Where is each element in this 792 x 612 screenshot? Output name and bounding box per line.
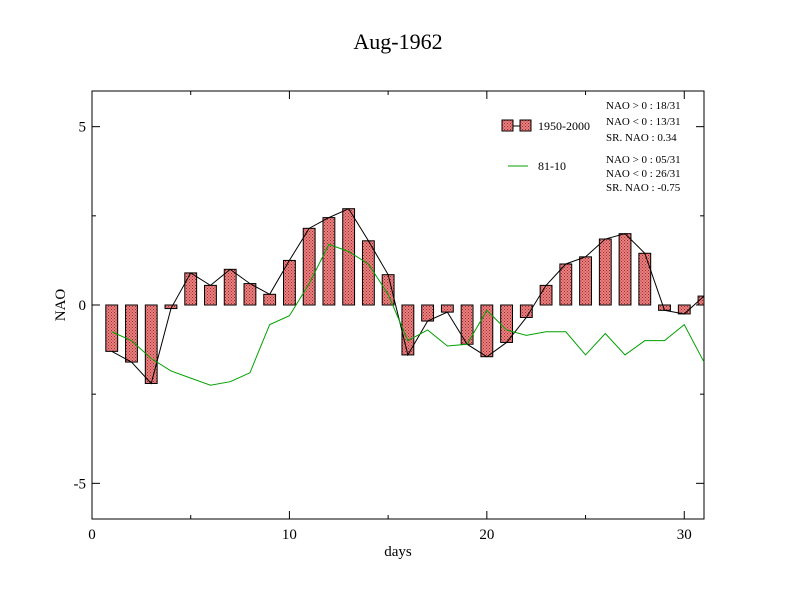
x-tick-label: 30 <box>677 527 692 543</box>
bar <box>539 284 553 306</box>
x-tick-label: 10 <box>282 527 297 543</box>
y-tick-label: 5 <box>79 120 87 136</box>
legend-label-1950-2000: 1950-2000 <box>538 119 590 133</box>
bar <box>440 304 454 313</box>
bar <box>480 304 494 358</box>
x-tick-label: 20 <box>479 527 494 543</box>
bar <box>125 304 138 363</box>
bar <box>342 208 356 306</box>
stat-line: NAO > 0 : 18/31 <box>606 100 681 112</box>
bar <box>322 217 336 306</box>
bar <box>302 227 316 306</box>
bar <box>204 284 217 306</box>
bar <box>677 304 691 315</box>
stat-line: SR. NAO : -0.75 <box>606 182 681 194</box>
series-line-1950-2000 <box>111 208 705 385</box>
stat-line: SR. NAO : 0.34 <box>606 132 677 144</box>
lines <box>111 208 705 386</box>
stat-line: NAO < 0 : 13/31 <box>606 116 681 128</box>
bar <box>598 238 612 306</box>
bars <box>105 208 705 384</box>
bar <box>144 304 158 384</box>
stats-81-10: NAO > 0 : 05/31 NAO < 0 : 26/31 SR. NAO … <box>606 154 681 194</box>
legend-swatch-right <box>519 119 532 132</box>
bar <box>223 268 237 306</box>
series-line-81-10 <box>111 243 705 386</box>
legend-label-81-10: 81-10 <box>538 159 566 173</box>
stat-line: NAO < 0 : 26/31 <box>606 168 681 180</box>
bar <box>579 256 592 306</box>
x-tick-label: 0 <box>88 527 96 543</box>
bar <box>184 272 198 306</box>
bar <box>638 252 652 306</box>
ticks: 0 10 20 30 -5 0 5 <box>74 91 704 543</box>
legend-swatch-left <box>501 119 514 132</box>
y-tick-label: 0 <box>79 298 87 314</box>
bar <box>105 304 119 352</box>
bar <box>263 293 277 306</box>
stat-line: NAO > 0 : 05/31 <box>606 154 681 166</box>
bar <box>559 263 573 306</box>
x-axis-label: days <box>384 544 412 560</box>
y-axis-label: NAO <box>53 289 69 322</box>
bar <box>243 283 257 306</box>
bar <box>618 233 632 306</box>
legend: 1950-2000 81-10 <box>501 119 590 173</box>
y-tick-label: -5 <box>74 476 87 492</box>
chart-title: Aug-1962 <box>353 29 442 54</box>
stats-1950-2000: NAO > 0 : 18/31 NAO < 0 : 13/31 SR. NAO … <box>606 100 681 144</box>
bar <box>361 240 375 306</box>
